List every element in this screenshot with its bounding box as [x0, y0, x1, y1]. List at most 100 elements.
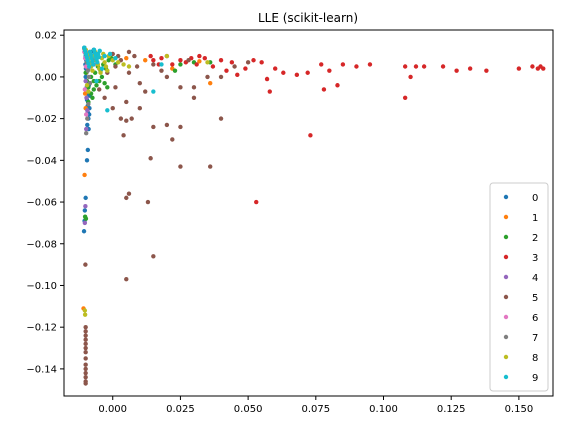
point-series-0-7 [83, 74, 88, 80]
point-series-5-20 [148, 156, 153, 161]
point-series-9-24 [159, 62, 164, 67]
point-series-5-54 [129, 116, 134, 121]
series-2 [82, 51, 213, 221]
point-series-0-15 [85, 122, 90, 128]
point-series-5-51 [102, 95, 107, 100]
point-series-3-30 [402, 64, 408, 69]
point-series-3-12 [229, 60, 235, 65]
point-series-3-15 [251, 58, 256, 63]
point-series-8-21 [126, 64, 132, 69]
point-series-9-21 [107, 51, 113, 57]
point-series-5-35 [178, 85, 183, 90]
point-series-1-9 [143, 58, 148, 63]
x-tick-label: 0.025 [166, 404, 195, 415]
point-series-0-25 [82, 208, 88, 213]
legend-label-2: 2 [532, 233, 538, 244]
point-series-4-6 [83, 204, 88, 209]
point-series-3-26 [367, 62, 373, 67]
point-series-9-16 [95, 60, 100, 65]
chart-title: LLE (scikit-learn) [258, 11, 358, 25]
point-series-1-12 [208, 80, 213, 86]
point-series-8-19 [115, 60, 121, 65]
point-series-6-2 [83, 64, 89, 69]
point-series-5-31 [124, 99, 129, 105]
point-series-7-7 [85, 116, 90, 121]
point-series-5-16 [151, 254, 156, 259]
point-series-5-25 [178, 124, 183, 130]
point-series-5-11 [83, 375, 88, 380]
legend-label-1: 1 [532, 213, 538, 224]
point-series-2-26 [178, 62, 183, 67]
y-axis: 0.02 0.00 −0.02 −0.04 −0.06 −0.08 −0.10 −0.12 −0… [26, 31, 64, 375]
point-series-6-3 [82, 87, 88, 92]
point-series-5-5 [83, 345, 88, 351]
x-axis: 0.000 0.025 0.050 0.075 0.100 0.125 0.150 [98, 396, 533, 415]
point-series-3-39 [516, 66, 522, 71]
point-series-5-14 [83, 262, 88, 267]
point-series-5-21 [178, 164, 183, 169]
point-series-8-26 [164, 53, 170, 59]
point-series-5-39 [232, 64, 237, 69]
legend-marker-4 [503, 274, 509, 280]
point-series-5-59 [126, 70, 132, 75]
point-series-3-19 [281, 70, 286, 75]
point-series-5-34 [164, 74, 170, 80]
point-series-9-27 [94, 78, 99, 84]
point-series-3-46 [148, 53, 153, 59]
point-series-3-1 [159, 55, 164, 61]
point-series-5-40 [245, 60, 251, 65]
point-series-3-38 [484, 68, 489, 73]
point-series-5-27 [191, 95, 197, 100]
point-series-7-6 [86, 101, 91, 107]
legend-label-8: 8 [532, 353, 538, 364]
point-series-9-18 [96, 54, 102, 60]
legend-label-9: 9 [532, 373, 538, 384]
point-series-5-29 [124, 118, 129, 123]
legend-label-4: 4 [532, 273, 538, 284]
point-series-5-9 [83, 366, 88, 372]
point-series-8-15 [103, 64, 109, 69]
legend-box [489, 182, 549, 392]
point-series-6-4 [84, 112, 89, 117]
point-series-3-21 [305, 70, 310, 75]
series-9 [82, 45, 164, 113]
point-series-5-28 [218, 116, 224, 121]
point-series-8-22 [84, 83, 90, 88]
point-series-5-32 [143, 89, 148, 94]
point-series-4-4 [84, 95, 89, 100]
point-series-2-4 [91, 87, 96, 92]
point-series-5-1 [83, 329, 88, 334]
point-series-4-7 [82, 220, 88, 226]
point-series-2-9 [105, 85, 110, 90]
point-series-3-4 [178, 58, 183, 63]
point-series-5-18 [124, 195, 129, 201]
point-series-8-11 [98, 70, 103, 75]
point-series-1-14 [124, 55, 129, 61]
point-series-5-2 [83, 333, 88, 338]
series-8 [82, 47, 210, 317]
point-series-3-24 [340, 62, 346, 67]
point-series-5-36 [191, 85, 197, 90]
point-series-5-30 [137, 106, 143, 111]
point-series-3-48 [197, 53, 202, 59]
series-5 [83, 49, 251, 386]
point-series-3-13 [235, 72, 240, 78]
x-tick-label: 0.125 [437, 404, 466, 415]
point-series-4-5 [85, 108, 90, 113]
point-series-5-46 [132, 53, 137, 59]
point-series-9-20 [102, 53, 107, 59]
point-series-3-36 [454, 68, 459, 73]
point-series-3-23 [327, 68, 332, 73]
series-3 [148, 53, 546, 205]
x-tick-label: 0.075 [301, 404, 330, 415]
point-series-3-31 [413, 64, 419, 69]
point-series-3-34 [402, 95, 408, 100]
point-series-5-43 [113, 64, 118, 69]
point-series-7-3 [85, 68, 91, 73]
legend-marker-0 [503, 194, 509, 200]
point-series-8-14 [102, 60, 107, 65]
point-series-5-13 [83, 381, 88, 386]
point-series-8-27 [205, 60, 210, 65]
point-series-5-6 [83, 350, 88, 355]
point-series-5-3 [83, 337, 88, 342]
